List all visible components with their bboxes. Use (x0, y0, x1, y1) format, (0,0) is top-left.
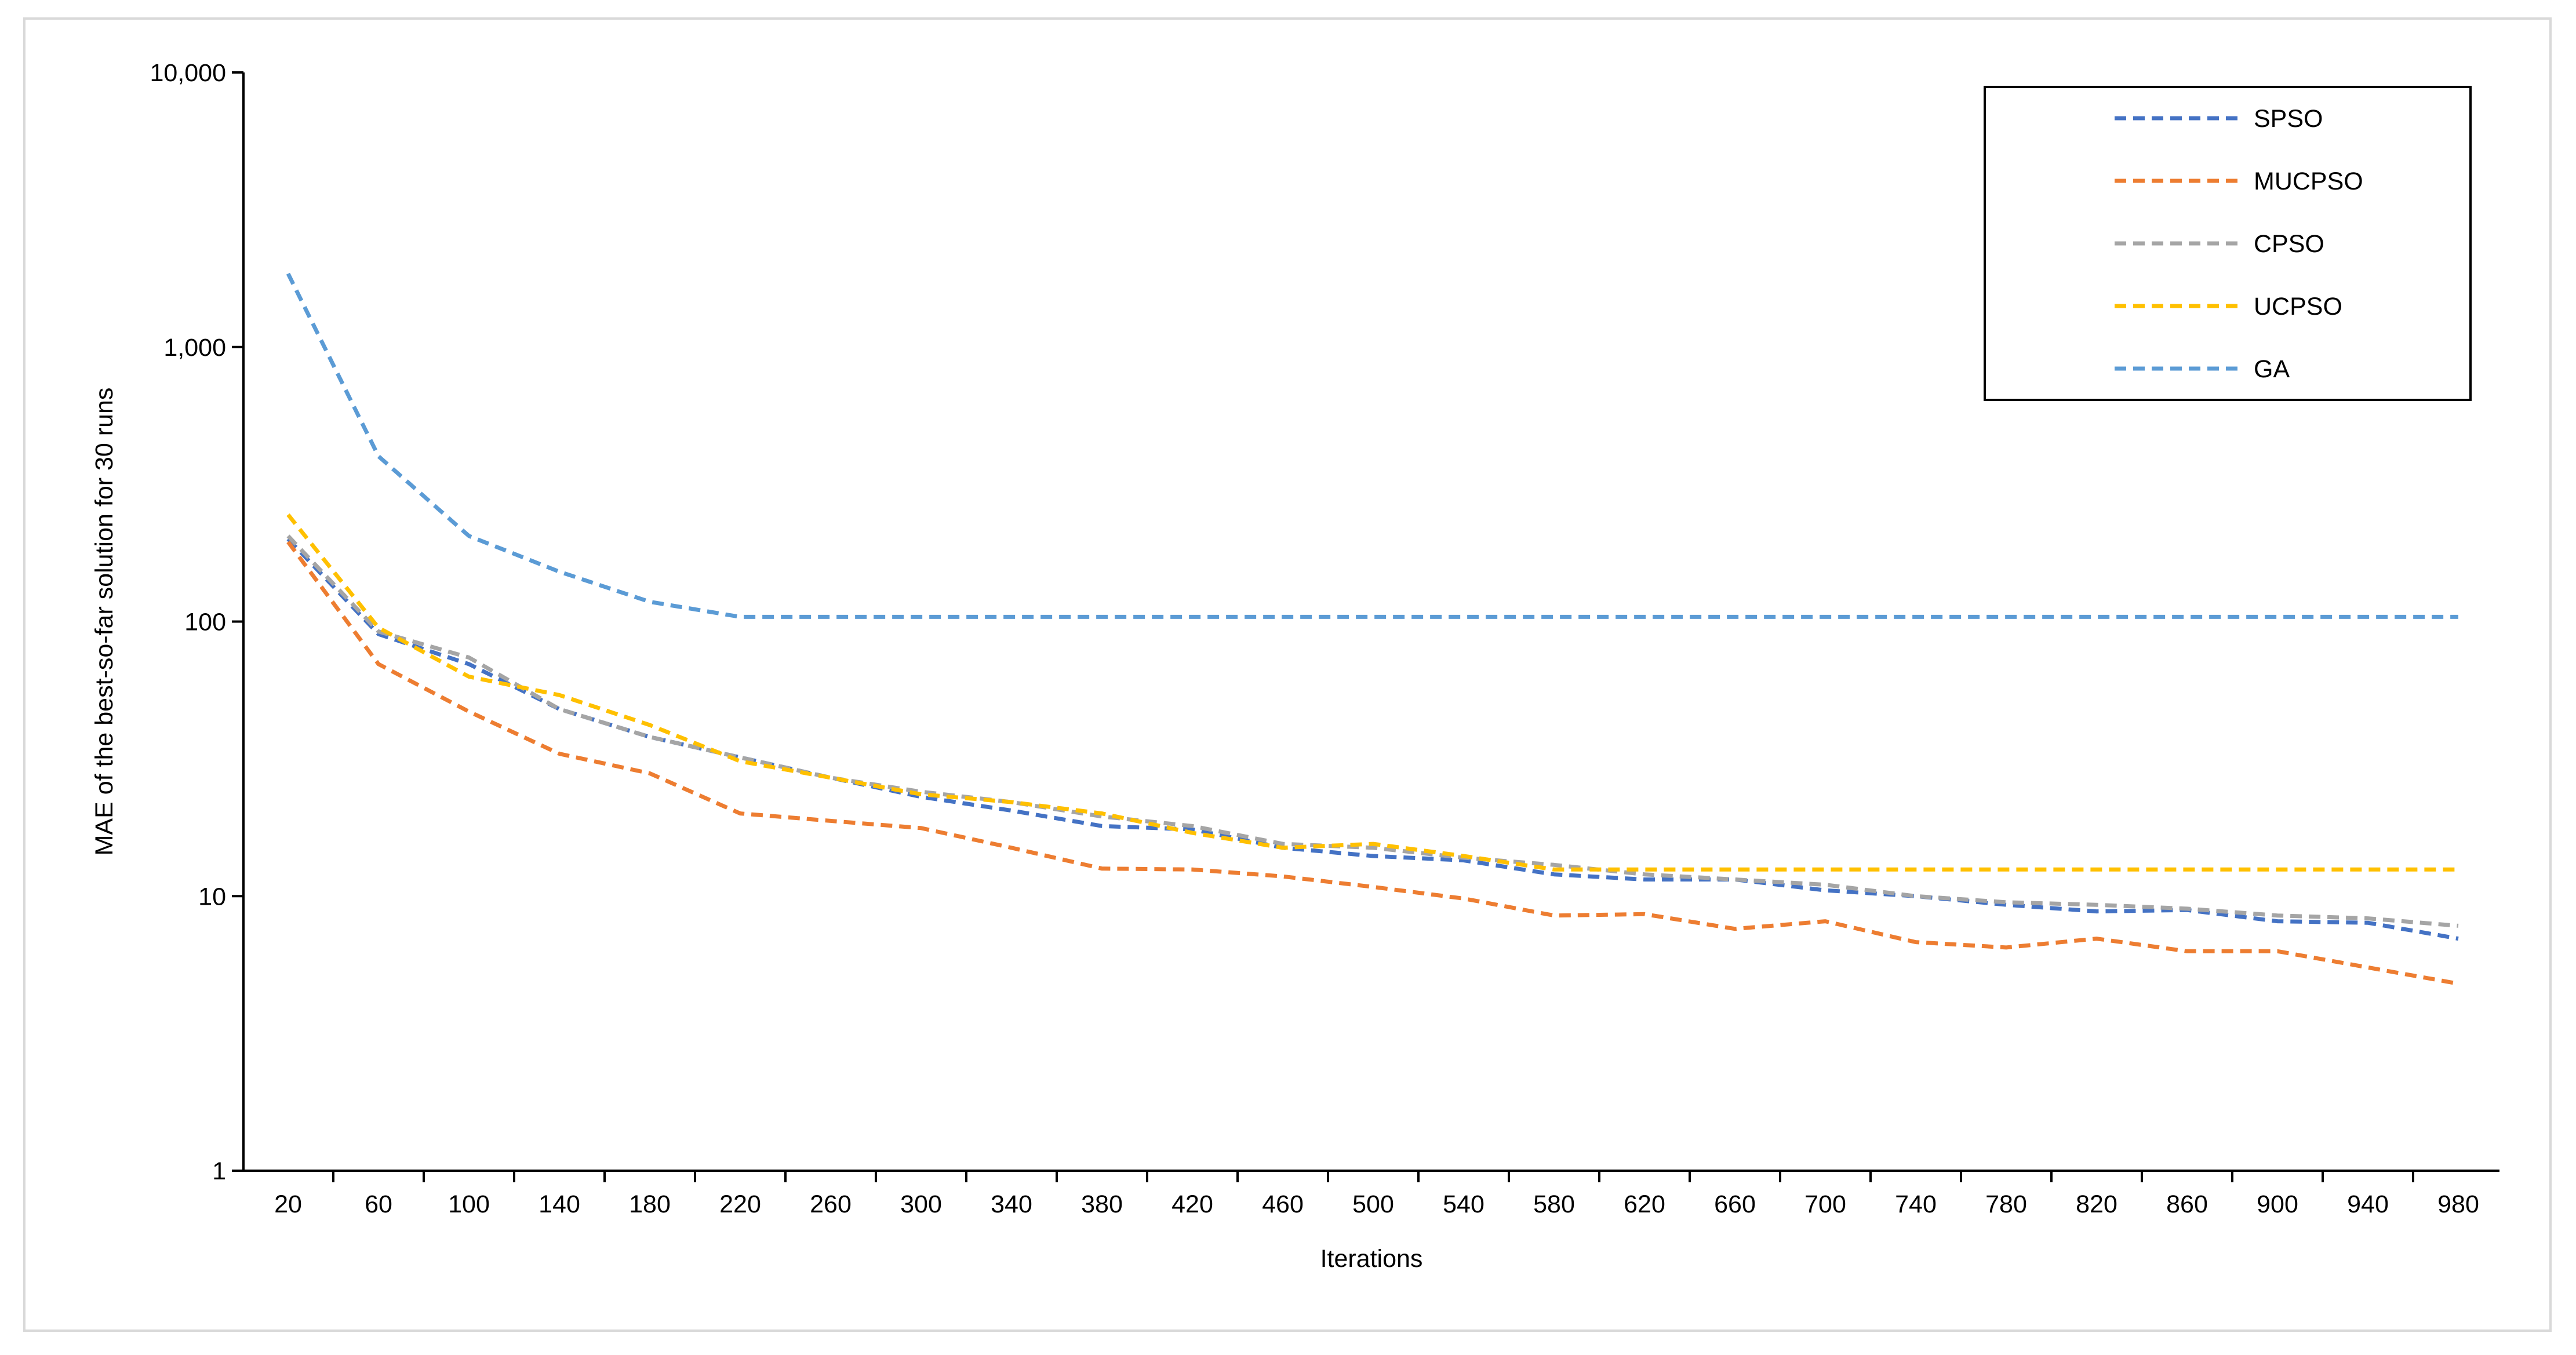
x-tick-label: 940 (2347, 1190, 2389, 1218)
x-tick-label: 900 (2257, 1190, 2298, 1218)
y-tick-label: 1,000 (163, 334, 226, 362)
y-tick-label: 1 (212, 1157, 226, 1185)
series-line-spso (286, 537, 2459, 941)
x-tick-label: 980 (2437, 1190, 2479, 1218)
y-tick-label: 100 (184, 609, 226, 636)
series-line-mucpso (286, 541, 2459, 986)
x-tick-label: 540 (1443, 1190, 1485, 1218)
x-tick-label: 20 (274, 1190, 302, 1218)
x-tick-label: 340 (991, 1190, 1032, 1218)
y-tick-label: 10,000 (150, 59, 226, 87)
x-tick-label: 140 (539, 1190, 580, 1218)
x-tick-label: 620 (1624, 1190, 1665, 1218)
x-tick-label: 500 (1352, 1190, 1394, 1218)
legend-label-mucpso: MUCPSO (2254, 167, 2363, 195)
series-line-cpso (286, 534, 2459, 928)
series-lines (286, 272, 2459, 986)
x-tick-label: 860 (2166, 1190, 2208, 1218)
x-tick-label: 60 (365, 1190, 392, 1218)
legend-label-spso: SPSO (2254, 105, 2323, 133)
x-tick-label: 780 (1985, 1190, 2027, 1218)
y-axis-title: MAE of the best-so-far solution for 30 r… (90, 388, 118, 856)
x-tick-label: 260 (810, 1190, 852, 1218)
x-tick-label: 660 (1714, 1190, 1756, 1218)
x-axis-title: Iterations (1320, 1245, 1423, 1273)
x-tick-label: 420 (1171, 1190, 1213, 1218)
legend-label-cpso: CPSO (2254, 230, 2324, 258)
y-ticks: 1 10 100 1,000 10,000 (150, 59, 243, 1185)
legend: SPSO MUCPSO CPSO UCPSO GA (1984, 86, 2472, 401)
legend-label-ga: GA (2254, 355, 2290, 383)
legend-label-ucpso: UCPSO (2254, 293, 2342, 320)
x-tick-label: 380 (1081, 1190, 1123, 1218)
x-tick-label: 700 (1804, 1190, 1846, 1218)
x-tick-label: 220 (719, 1190, 761, 1218)
x-tick-label: 740 (1895, 1190, 1937, 1218)
x-ticks: 20 60 100 140 180 220 260 300 340 380 420 460 500 540… (274, 1171, 2479, 1218)
x-tick-label: 180 (629, 1190, 671, 1218)
series-line-ucpso (286, 513, 2458, 872)
x-tick-label: 100 (448, 1190, 490, 1218)
x-tick-label: 460 (1262, 1190, 1304, 1218)
x-tick-label: 820 (2076, 1190, 2117, 1218)
x-tick-label: 300 (900, 1190, 942, 1218)
x-tick-label: 580 (1533, 1190, 1575, 1218)
y-tick-label: 10 (198, 883, 226, 910)
